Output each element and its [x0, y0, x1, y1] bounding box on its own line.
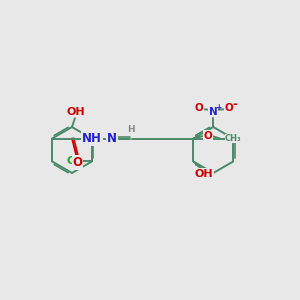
Text: O: O	[204, 131, 212, 141]
Text: OH: OH	[194, 169, 213, 179]
Text: CH₃: CH₃	[225, 134, 242, 143]
Text: Cl: Cl	[67, 157, 79, 166]
Text: N: N	[107, 132, 117, 145]
Text: NH: NH	[82, 132, 102, 145]
Text: O: O	[194, 103, 203, 113]
Text: H: H	[127, 125, 134, 134]
Text: -: -	[232, 98, 237, 111]
Text: +: +	[215, 103, 221, 112]
Text: N: N	[209, 107, 218, 117]
Text: O: O	[72, 156, 82, 169]
Text: O: O	[224, 103, 233, 113]
Text: OH: OH	[66, 107, 85, 117]
